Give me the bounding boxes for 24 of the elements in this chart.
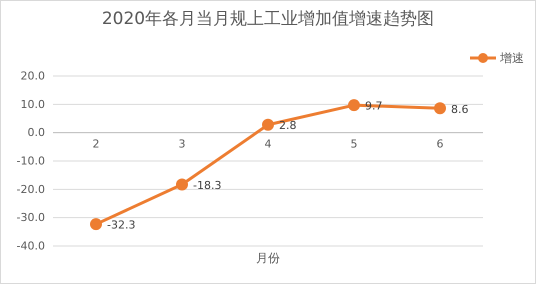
data-label: 2.8	[279, 119, 296, 132]
y-tick-label: 0.0	[28, 126, 45, 140]
y-tick-label: 10.0	[20, 98, 45, 111]
y-tick-label: -10.0	[16, 154, 45, 168]
x-tick-label: 4	[264, 138, 272, 151]
y-tick-label: 20.0	[20, 70, 45, 82]
legend-label: 增速	[499, 51, 524, 65]
point	[434, 102, 446, 114]
chart-title: 2020年各月当月规上工业增加值增速趋势图	[102, 9, 434, 29]
x-tick-label: 2	[92, 138, 100, 151]
data-label: -32.3	[107, 218, 136, 232]
x-tick-label: 5	[350, 138, 358, 151]
point	[176, 178, 188, 191]
point	[262, 118, 274, 131]
y-tick-label: -30.0	[16, 211, 45, 224]
data-label: 8.6	[451, 102, 468, 116]
y-tick-label: -20.0	[16, 182, 45, 196]
y-tick-label: -40.0	[16, 240, 45, 252]
data-label: -18.3	[193, 179, 222, 192]
x-axis-title: 月份	[256, 251, 280, 265]
x-tick-label: 6	[436, 138, 444, 151]
x-tick-label: 3	[178, 138, 186, 151]
point	[90, 218, 102, 230]
point	[348, 99, 360, 112]
